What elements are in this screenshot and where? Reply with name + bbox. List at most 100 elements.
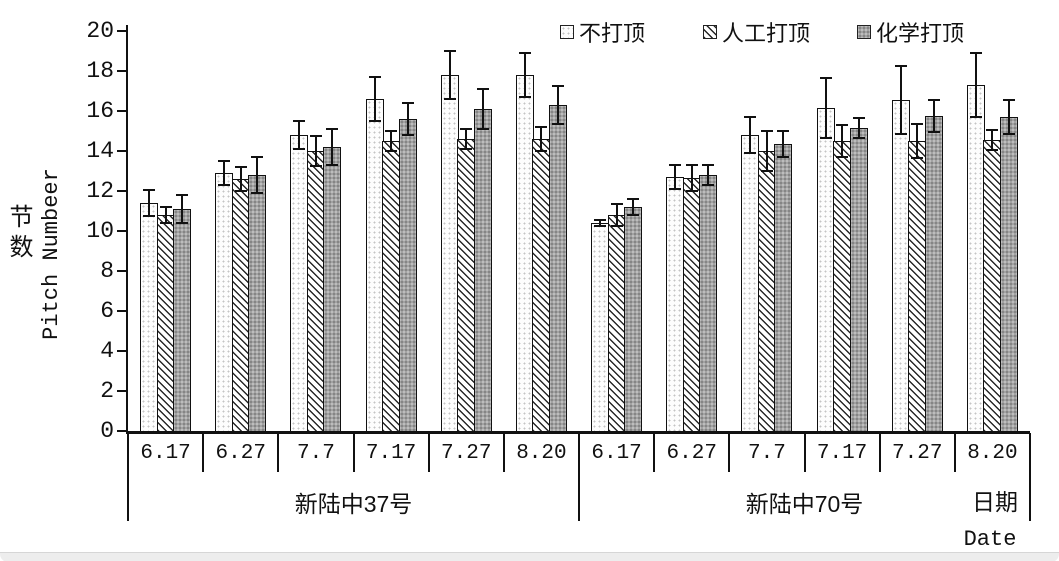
bar-化学打顶-新陆中70号-8.20 — [999, 117, 1018, 432]
error-cap-bottom — [518, 96, 531, 98]
error-whisker — [899, 66, 902, 134]
error-cap-bottom — [476, 128, 489, 130]
error-cap-top — [176, 194, 189, 196]
bar-人工打顶-新陆中37号-7.17 — [382, 141, 401, 432]
bar-化学打顶-新陆中70号-6.17 — [624, 207, 643, 432]
y-tick-label: 18 — [86, 58, 114, 84]
error-cap-bottom — [760, 170, 773, 172]
bar-人工打顶-新陆中70号-6.17 — [607, 215, 626, 432]
bar-不打顶-新陆中70号-6.27 — [666, 177, 685, 432]
error-whisker — [707, 165, 710, 185]
table-date-divider — [728, 433, 731, 472]
error-cap-top — [293, 120, 306, 122]
error-whisker — [164, 207, 167, 223]
error-cap-bottom — [627, 214, 640, 216]
error-whisker — [406, 103, 409, 135]
table-group-divider — [127, 433, 129, 521]
error-whisker — [932, 100, 935, 132]
error-cap-bottom — [401, 134, 414, 136]
y-tick-label: 0 — [100, 418, 114, 444]
legend-swatch-diagonal-hatch — [703, 25, 717, 39]
x-group-label: 新陆中37号 — [294, 491, 413, 517]
error-cap-bottom — [176, 222, 189, 224]
error-cap-top — [460, 128, 473, 130]
error-whisker — [390, 131, 393, 151]
table-date-divider — [502, 433, 505, 472]
y-tick — [117, 190, 126, 192]
legend-swatch-gray-dotted — [857, 25, 871, 39]
error-cap-top — [1002, 99, 1015, 101]
error-cap-bottom — [218, 184, 231, 186]
error-cap-bottom — [777, 156, 790, 158]
bar-不打顶-新陆中70号-7.27 — [891, 100, 910, 432]
bar-不打顶-新陆中37号-7.27 — [440, 75, 459, 432]
bar-不打顶-新陆中37号-7.17 — [365, 99, 384, 432]
bar-人工打顶-新陆中37号-7.7 — [306, 151, 325, 432]
error-whisker — [314, 136, 317, 166]
legend-item-不打顶: 不打顶 — [560, 16, 645, 48]
bar-不打顶-新陆中70号-7.17 — [816, 108, 835, 432]
x-axis-title-en: Date — [963, 527, 1017, 552]
bar-化学打顶-新陆中70号-6.27 — [699, 175, 718, 432]
error-whisker — [331, 129, 334, 165]
table-date-divider — [352, 433, 355, 472]
error-whisker — [674, 165, 677, 189]
bar-化学打顶-新陆中37号-6.17 — [173, 209, 192, 432]
legend-label: 人工打顶 — [722, 21, 811, 46]
error-cap-top — [819, 77, 832, 79]
error-cap-bottom — [535, 150, 548, 152]
error-cap-bottom — [159, 222, 172, 224]
x-group-label: 新陆中70号 — [745, 491, 864, 517]
y-tick — [117, 110, 126, 112]
table-date-divider — [953, 433, 956, 472]
error-whisker — [556, 86, 559, 124]
error-whisker — [540, 127, 543, 151]
bar-人工打顶-新陆中37号-6.17 — [156, 215, 175, 432]
error-cap-top — [627, 198, 640, 200]
error-cap-top — [443, 50, 456, 52]
error-cap-bottom — [911, 157, 924, 159]
error-cap-bottom — [702, 184, 715, 186]
error-cap-bottom — [986, 149, 999, 151]
error-cap-top — [760, 130, 773, 132]
error-cap-top — [476, 88, 489, 90]
error-cap-bottom — [744, 152, 757, 154]
y-tick-label: 2 — [100, 378, 114, 404]
x-date-label: 7.17 — [365, 442, 417, 465]
bar-不打顶-新陆中37号-7.7 — [290, 135, 309, 432]
error-whisker — [991, 130, 994, 150]
error-whisker — [256, 157, 259, 193]
y-tick — [117, 30, 126, 32]
y-tick-label: 20 — [86, 18, 114, 44]
error-whisker — [749, 117, 752, 153]
error-cap-top — [518, 52, 531, 54]
bar-人工打顶-新陆中70号-7.17 — [833, 141, 852, 432]
error-whisker — [223, 161, 226, 185]
bar-人工打顶-新陆中37号-8.20 — [532, 139, 551, 432]
error-whisker — [615, 204, 618, 226]
error-whisker — [448, 51, 451, 99]
bar-化学打顶-新陆中70号-7.27 — [924, 116, 943, 432]
bar-化学打顶-新陆中37号-7.17 — [398, 119, 417, 432]
error-cap-top — [251, 156, 264, 158]
bar-化学打顶-新陆中37号-7.27 — [473, 109, 492, 432]
error-cap-bottom — [1002, 133, 1015, 135]
error-cap-top — [744, 116, 757, 118]
bar-不打顶-新陆中70号-8.20 — [966, 85, 985, 432]
error-cap-bottom — [251, 192, 264, 194]
error-cap-bottom — [551, 123, 564, 125]
bar-不打顶-新陆中37号-8.20 — [515, 75, 534, 432]
error-cap-bottom — [894, 133, 907, 135]
error-cap-bottom — [836, 156, 849, 158]
y-tick-label: 6 — [100, 298, 114, 324]
bar-化学打顶-新陆中37号-7.7 — [323, 147, 342, 432]
error-whisker — [1007, 100, 1010, 134]
error-cap-top — [911, 123, 924, 125]
bar-不打顶-新陆中37号-6.27 — [215, 173, 234, 432]
error-cap-top — [326, 128, 339, 130]
x-date-label: 6.17 — [140, 442, 191, 465]
error-whisker — [857, 118, 860, 138]
error-whisker — [690, 165, 693, 191]
error-cap-bottom — [927, 131, 940, 133]
error-cap-top — [927, 99, 940, 101]
